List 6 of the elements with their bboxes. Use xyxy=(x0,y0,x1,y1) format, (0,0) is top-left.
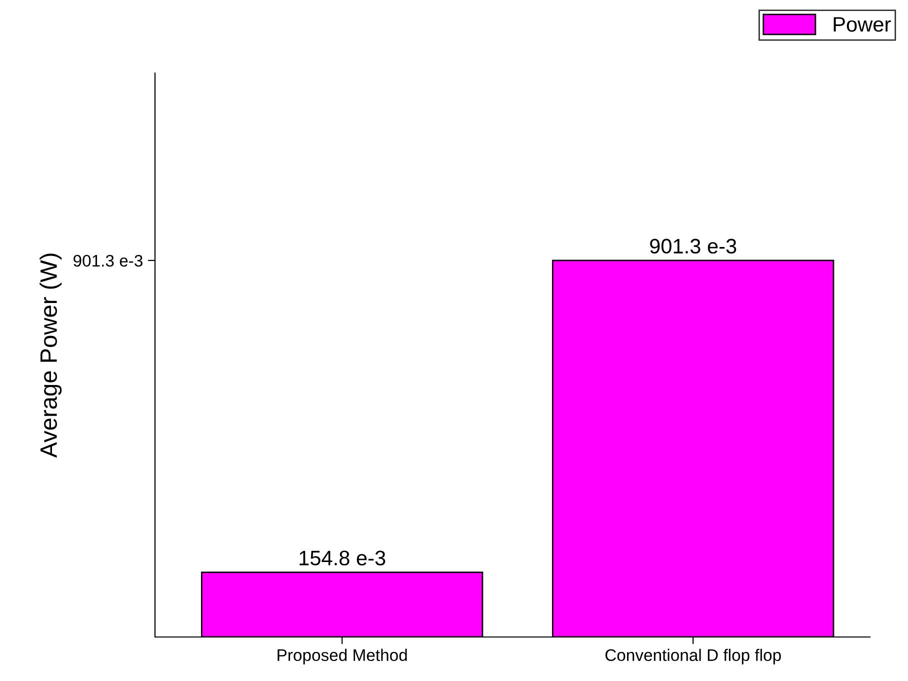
x-tick-label: Conventional D flop flop xyxy=(605,648,781,664)
x-tick-label: Proposed Method xyxy=(278,648,407,664)
legend-label: Power xyxy=(834,17,891,32)
y-axis-title: Average Power (W) xyxy=(40,254,62,458)
text: 154.8 e-3 xyxy=(300,550,386,566)
text: 901.3 e-3 xyxy=(650,238,736,254)
